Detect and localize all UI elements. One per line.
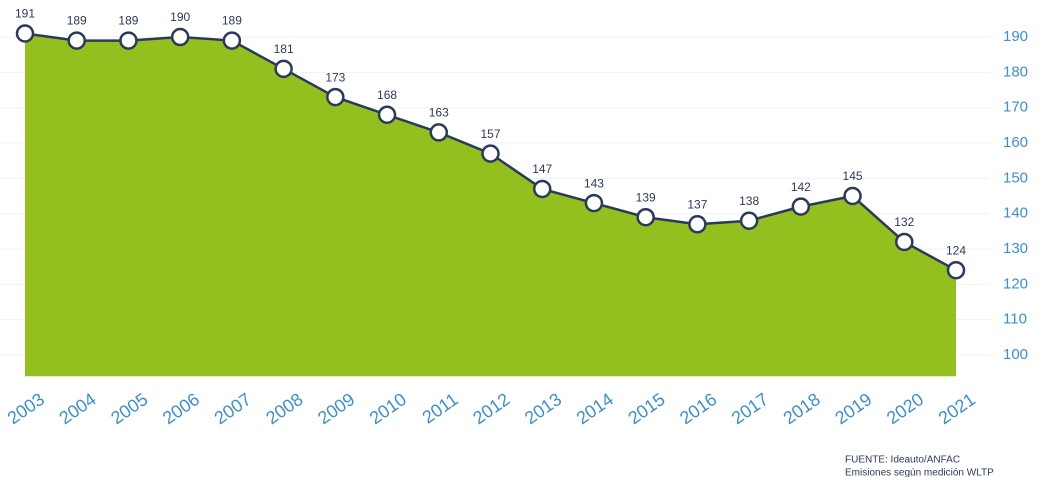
x-tick-label: 2008 bbox=[262, 389, 306, 428]
x-tick-label: 2003 bbox=[4, 389, 48, 428]
x-tick-label: 2016 bbox=[676, 389, 720, 428]
point bbox=[15, 24, 35, 43]
point bbox=[377, 105, 397, 125]
x-tick-label: 2018 bbox=[780, 389, 824, 428]
x-tick-label: 2021 bbox=[935, 389, 979, 428]
value-label: 173 bbox=[325, 70, 345, 84]
method-note: Emisiones según medición WLTP bbox=[845, 468, 994, 477]
value-label: 190 bbox=[170, 10, 190, 24]
value-label: 139 bbox=[636, 190, 656, 204]
point bbox=[584, 193, 604, 213]
x-tick-label: 2012 bbox=[469, 389, 513, 428]
value-label: 143 bbox=[584, 176, 604, 190]
y-tick-label: 150 bbox=[1003, 169, 1028, 186]
x-tick-label: 2006 bbox=[159, 389, 203, 428]
y-tick-label: 180 bbox=[1003, 63, 1028, 80]
value-label: 142 bbox=[791, 180, 811, 194]
value-label: 124 bbox=[946, 243, 966, 257]
point bbox=[688, 215, 707, 234]
value-label: 181 bbox=[274, 42, 294, 56]
x-tick-label: 2011 bbox=[419, 389, 462, 428]
source-note: FUENTE: Ideauto/ANFAC bbox=[845, 455, 960, 466]
point bbox=[67, 31, 86, 50]
point bbox=[326, 87, 345, 107]
y-tick-label: 130 bbox=[1003, 240, 1028, 257]
value-label: 132 bbox=[894, 215, 914, 229]
point bbox=[274, 59, 293, 79]
y-tick-label: 140 bbox=[1003, 205, 1028, 222]
point bbox=[429, 123, 449, 142]
x-tick-label: 2015 bbox=[624, 389, 668, 428]
point bbox=[791, 197, 811, 216]
point bbox=[222, 31, 242, 50]
x-tick-label: 2020 bbox=[883, 389, 927, 428]
y-tick-label: 170 bbox=[1003, 99, 1028, 116]
y-tick-label: 160 bbox=[1003, 134, 1028, 151]
point bbox=[119, 31, 138, 50]
x-tick-label: 2014 bbox=[573, 389, 617, 428]
value-label: 168 bbox=[377, 88, 397, 102]
y-tick-label: 120 bbox=[1003, 275, 1028, 292]
point bbox=[843, 186, 862, 206]
value-label: 189 bbox=[67, 14, 87, 28]
y-tick-label: 190 bbox=[1003, 28, 1028, 45]
value-label: 157 bbox=[480, 127, 500, 141]
point bbox=[170, 27, 190, 47]
y-tick-label: 100 bbox=[1003, 346, 1028, 363]
x-tick-label: 2005 bbox=[107, 389, 151, 428]
value-label: 191 bbox=[15, 7, 35, 21]
value-label: 163 bbox=[429, 106, 449, 120]
y-tick-label: 110 bbox=[1003, 311, 1027, 328]
x-tick-label: 2017 bbox=[728, 389, 772, 428]
point bbox=[946, 260, 966, 280]
x-tick-label: 2010 bbox=[366, 389, 410, 428]
value-label: 147 bbox=[532, 162, 552, 176]
value-label: 189 bbox=[222, 14, 242, 28]
point bbox=[532, 179, 552, 199]
x-tick-label: 2007 bbox=[211, 389, 255, 428]
value-label: 145 bbox=[843, 169, 863, 183]
x-tick-label: 2004 bbox=[55, 389, 99, 428]
point bbox=[481, 144, 500, 163]
value-label: 137 bbox=[687, 197, 707, 211]
point bbox=[739, 211, 759, 230]
area bbox=[25, 33, 956, 377]
point bbox=[636, 207, 655, 227]
value-label: 138 bbox=[739, 194, 759, 208]
value-label: 189 bbox=[118, 14, 138, 28]
x-tick-label: 2013 bbox=[521, 389, 565, 428]
point bbox=[895, 232, 914, 252]
x-tick-label: 2009 bbox=[314, 389, 358, 428]
x-tick-label: 2019 bbox=[831, 389, 875, 428]
